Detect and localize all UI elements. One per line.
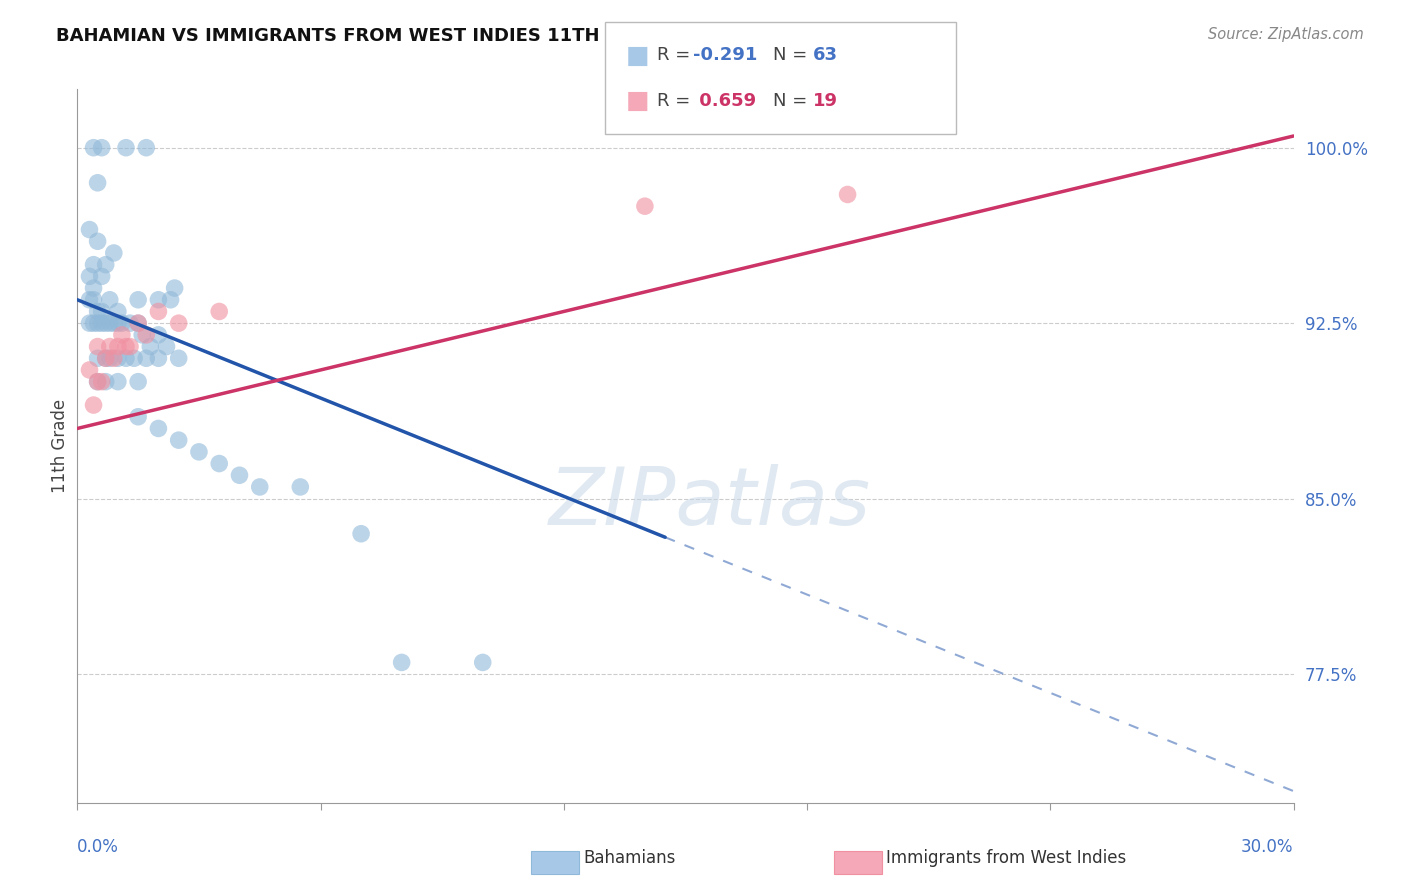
Point (107, 375, 129, 389)
Point (167, 351, 190, 366)
Point (148, 421, 170, 435)
Point (107, 316, 129, 330)
Point (135, 141, 157, 155)
Text: -0.291: -0.291 (693, 46, 758, 64)
Text: R =: R = (657, 46, 696, 64)
Text: N =: N = (773, 92, 813, 110)
Point (148, 304, 170, 318)
Point (103, 351, 125, 366)
Point (83, 398, 105, 412)
Point (167, 316, 190, 330)
Point (86, 176, 108, 190)
Point (86, 351, 108, 366)
Point (107, 304, 129, 318)
Point (83, 293, 105, 307)
Point (79, 222, 101, 236)
Point (94, 351, 117, 366)
Text: ■: ■ (626, 88, 650, 112)
Point (111, 316, 134, 330)
Point (90, 304, 112, 318)
Point (148, 327, 170, 342)
Point (290, 480, 312, 494)
Point (83, 281, 105, 295)
Point (391, 656, 413, 670)
Point (94, 375, 117, 389)
Text: Bahamians: Bahamians (583, 849, 676, 867)
Point (471, 656, 494, 670)
Point (122, 351, 145, 366)
Text: Source: ZipAtlas.com: Source: ZipAtlas.com (1208, 27, 1364, 42)
Text: BAHAMIAN VS IMMIGRANTS FROM WEST INDIES 11TH GRADE CORRELATION CHART: BAHAMIAN VS IMMIGRANTS FROM WEST INDIES … (56, 27, 897, 45)
Text: ZIPatlas: ZIPatlas (548, 464, 870, 542)
Point (127, 316, 149, 330)
Point (83, 141, 105, 155)
Point (135, 351, 157, 366)
Point (90, 316, 112, 330)
Point (90, 269, 112, 284)
Text: R =: R = (657, 92, 696, 110)
Point (249, 480, 271, 494)
Point (135, 327, 157, 342)
Point (115, 351, 138, 366)
Point (118, 316, 141, 330)
Text: N =: N = (773, 46, 813, 64)
Point (94, 351, 117, 366)
Y-axis label: 11th Grade: 11th Grade (51, 399, 69, 493)
Point (86, 304, 108, 318)
Point (90, 141, 112, 155)
Point (131, 327, 153, 342)
Point (127, 375, 149, 389)
Point (83, 316, 105, 330)
Point (159, 293, 181, 307)
Text: Immigrants from West Indies: Immigrants from West Indies (886, 849, 1126, 867)
Text: 30.0%: 30.0% (1241, 838, 1294, 856)
Text: 0.659: 0.659 (693, 92, 756, 110)
Point (98, 340, 121, 354)
Point (155, 340, 177, 354)
Point (86, 375, 108, 389)
Point (79, 363, 101, 377)
Point (79, 269, 101, 284)
Point (98, 293, 121, 307)
Point (115, 340, 138, 354)
Point (127, 316, 149, 330)
Point (350, 526, 373, 541)
Point (208, 457, 231, 471)
Point (86, 340, 108, 354)
Point (163, 281, 186, 295)
Point (188, 445, 211, 459)
Point (103, 246, 125, 260)
Point (79, 316, 101, 330)
Point (837, 187, 859, 202)
Point (139, 340, 162, 354)
Point (107, 351, 129, 366)
Text: 19: 19 (813, 92, 838, 110)
Point (208, 304, 231, 318)
Text: 0.0%: 0.0% (77, 838, 120, 856)
Point (167, 433, 190, 447)
Point (98, 316, 121, 330)
Text: 63: 63 (813, 46, 838, 64)
Point (98, 351, 121, 366)
Point (115, 141, 138, 155)
Point (83, 258, 105, 272)
Point (127, 409, 149, 424)
Point (90, 375, 112, 389)
Point (86, 234, 108, 248)
Point (111, 327, 134, 342)
Point (103, 316, 125, 330)
Point (107, 340, 129, 354)
Point (634, 199, 657, 213)
Point (118, 340, 141, 354)
Point (148, 293, 170, 307)
Point (79, 293, 101, 307)
Point (228, 468, 250, 483)
Point (94, 258, 117, 272)
Point (148, 351, 170, 366)
Point (86, 316, 108, 330)
Text: ■: ■ (626, 44, 650, 68)
Point (86, 375, 108, 389)
Point (127, 293, 149, 307)
Point (94, 316, 117, 330)
